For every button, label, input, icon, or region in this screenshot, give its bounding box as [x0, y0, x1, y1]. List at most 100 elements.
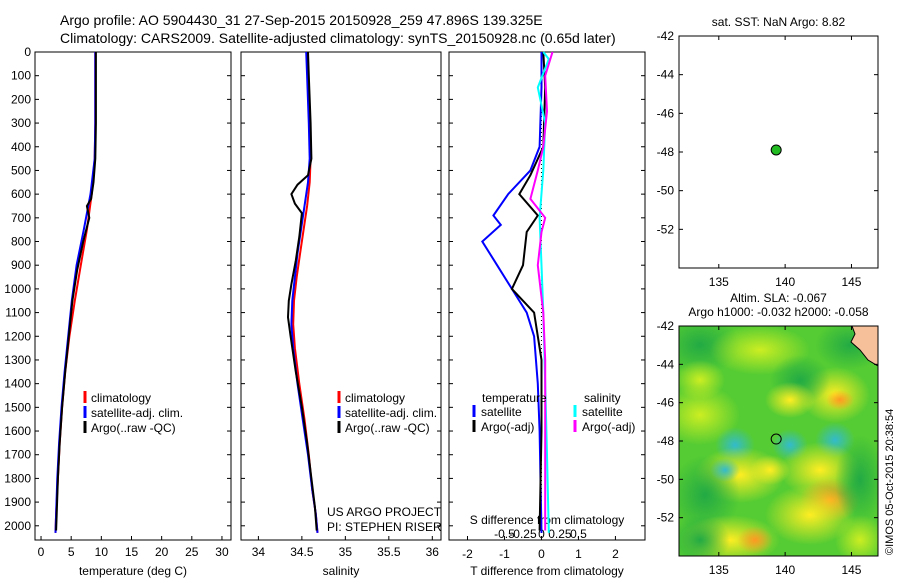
salinity-xlabel: salinity [323, 564, 360, 578]
sla-blob [750, 455, 790, 485]
legend-entry: satellite [582, 405, 623, 419]
sla-blob [737, 526, 773, 554]
sla-blob [710, 458, 740, 482]
legend-entry: Argo(-adj) [582, 420, 635, 434]
salinity-legend-entry: satellite-adj. clim. [345, 406, 437, 420]
temperature-frame [34, 51, 232, 541]
depth-tick-label: 700 [11, 211, 31, 225]
t-diff-tick-label: 1 [575, 547, 582, 561]
sst-map-ytick-label: -42 [657, 29, 675, 43]
depth-tick-label: 400 [11, 140, 31, 154]
t-diff-tick-label: 0 [538, 547, 545, 561]
temperature-series-line [54, 52, 97, 533]
depth-tick-label: 1600 [4, 424, 31, 438]
s-diff-tick-label: 0.25 [548, 527, 572, 541]
salinity-xtick-label: 34.5 [290, 545, 314, 559]
sla-blob [835, 515, 878, 556]
sla-heatmap [679, 326, 878, 556]
temperature-xtick-label: 30 [215, 545, 229, 559]
depth-tick-label: 1800 [4, 471, 31, 485]
depth-tick-label: 200 [11, 92, 31, 106]
salinity-series-line [292, 51, 319, 533]
float-position-marker-sla [770, 433, 782, 445]
diff-series-line [481, 52, 543, 533]
salinity-xtick-label: 35.5 [377, 545, 401, 559]
temperature-xtick-label: 20 [155, 545, 169, 559]
project-label: US ARGO PROJECT [327, 505, 442, 519]
sla-map-ytick-label: -44 [657, 357, 675, 371]
header-line-1: Argo profile: AO 5904430_31 27-Sep-2015 … [60, 12, 543, 28]
sst-map-ytick-label: -48 [657, 145, 675, 159]
temperature-xtick-label: 0 [38, 545, 45, 559]
sla-map-ytick-label: -50 [657, 472, 675, 486]
legend-salinity-heading: salinity [584, 391, 621, 405]
depth-tick-label: 500 [11, 163, 31, 177]
depth-tick-label: 300 [11, 116, 31, 130]
sst-map-ytick-label: -50 [657, 184, 675, 198]
s-diff-tick-label: 0 [538, 527, 545, 541]
timestamp-stamp: ©IMOS 05-Oct-2015 20:38:54 [884, 408, 896, 555]
temperature-series-line [55, 52, 97, 531]
sla-map-ytick-label: -46 [657, 396, 675, 410]
sla-blob [826, 390, 854, 410]
depth-tick-label: 2000 [4, 519, 31, 533]
sst-map-ytick-label: -52 [657, 222, 675, 236]
sla-map-xtick-label: 145 [841, 563, 861, 577]
legend-temperature-heading: temperature [482, 391, 547, 405]
sla-blob [765, 382, 815, 418]
sla-map-ytick-label: -52 [657, 511, 675, 525]
s-diff-tick-label: -0.25 [509, 527, 537, 541]
sla-map-xtick-label: 140 [775, 563, 795, 577]
depth-tick-label: 0 [24, 45, 31, 59]
depth-tick-label: 600 [11, 187, 31, 201]
sst-map-xtick-label: 140 [775, 275, 795, 289]
depth-tick-label: 800 [11, 235, 31, 249]
sla-blob [679, 360, 725, 400]
legend-entry: satellite [481, 405, 522, 419]
salinity-xtick-label: 36 [426, 545, 440, 559]
sla-map-ytick-label: -42 [657, 319, 675, 333]
salinity-legend-entry: Argo(..raw -QC) [345, 421, 430, 435]
s-diff-tick-label: 0.5 [570, 527, 587, 541]
s-diff-label: S difference from climatology [470, 513, 625, 527]
t-diff-tick-label: -2 [462, 547, 473, 561]
depth-tick-label: 1000 [4, 282, 31, 296]
salinity-series-line [286, 51, 318, 531]
sst-map-ytick-label: -44 [657, 68, 675, 82]
depth-tick-label: 1900 [4, 495, 31, 509]
depth-tick-label: 1500 [4, 400, 31, 414]
t-diff-tick-label: 2 [612, 547, 619, 561]
depth-tick-label: 1100 [5, 306, 31, 320]
sla-map-title: Altim. SLA: -0.067 [730, 291, 827, 305]
sst-map-xtick-label: 135 [709, 275, 729, 289]
temperature-legend-entry: Argo(..raw -QC) [91, 421, 176, 435]
temperature-legend-entry: climatology [91, 391, 151, 405]
difference-frame [448, 51, 646, 541]
sla-map-xtick-label: 135 [709, 563, 729, 577]
s-diff-tick-label: -0.5 [494, 527, 515, 541]
sla-blob [765, 485, 855, 545]
t-diff-tick-label: -1 [499, 547, 510, 561]
sst-map-xtick-label: 145 [841, 275, 861, 289]
depth-tick-label: 100 [11, 69, 31, 83]
sst-map-ytick-label: -46 [657, 106, 675, 120]
depth-tick-label: 1200 [4, 329, 31, 343]
diff-series-line [529, 51, 554, 531]
sla-blob [835, 435, 878, 525]
salinity-xtick-label: 34 [252, 545, 266, 559]
sla-blob [679, 515, 730, 556]
t-diff-label: T difference from climatology [470, 564, 624, 578]
temperature-legend-entry: satellite-adj. clim. [91, 406, 183, 420]
salinity-legend-entry: climatology [345, 391, 405, 405]
depth-tick-label: 1400 [4, 377, 31, 391]
depth-tick-label: 900 [11, 258, 31, 272]
header-line-2: Climatology: CARS2009. Satellite-adjuste… [60, 30, 616, 46]
sla-map-subtitle: Argo h1000: -0.032 h2000: -0.058 [688, 305, 868, 319]
pi-label: PI: STEPHEN RISER [327, 520, 442, 534]
depth-tick-label: 1300 [4, 353, 31, 367]
temperature-xtick-label: 5 [68, 545, 75, 559]
sst-map-title: sat. SST: NaN Argo: 8.82 [712, 15, 846, 29]
float-position-marker [770, 144, 782, 156]
depth-tick-label: 1700 [4, 448, 31, 462]
